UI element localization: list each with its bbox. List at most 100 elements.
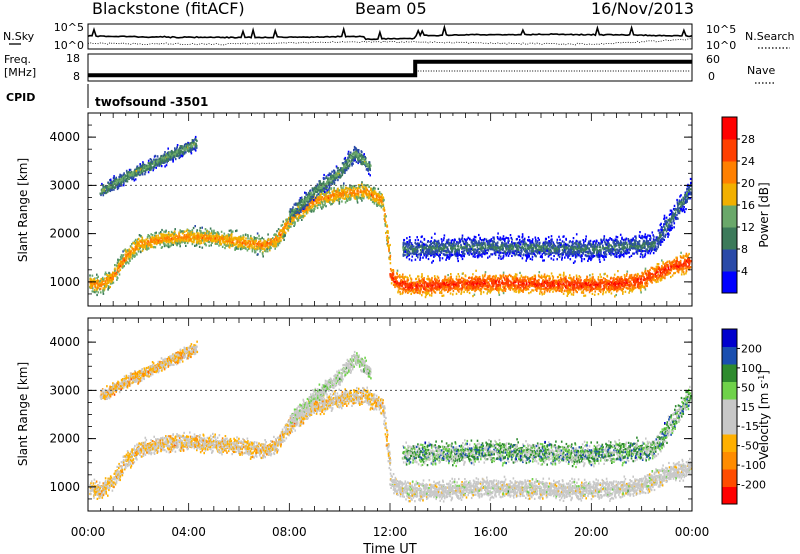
scatter-cell — [216, 236, 219, 239]
scatter-cell — [193, 241, 195, 244]
scatter-cell — [154, 246, 157, 249]
scatter-cell — [198, 242, 200, 245]
scatter-cell — [546, 279, 549, 282]
scatter-cell — [231, 244, 234, 247]
scatter-cell — [270, 243, 272, 246]
scatter-cell — [144, 241, 147, 244]
scatter-cell — [538, 271, 541, 274]
scatter-cell — [344, 190, 346, 193]
scatter-cell — [406, 280, 409, 283]
scatter-cell — [404, 280, 407, 283]
scatter-cell — [357, 194, 360, 197]
scatter-cell — [489, 285, 492, 288]
scatter-cell — [585, 289, 588, 292]
scatter-cell — [471, 278, 474, 281]
scatter-cell — [313, 207, 316, 210]
scatter-cell — [634, 280, 637, 283]
scatter-cell — [333, 186, 335, 190]
scatter-cell — [155, 231, 157, 234]
scatter-cell — [560, 283, 563, 286]
scatter-cell — [316, 206, 319, 210]
scatter-cell — [565, 284, 568, 287]
scatter-cell — [258, 241, 260, 244]
scatter-cell — [286, 221, 289, 224]
scatter-cell — [411, 285, 414, 288]
noise-right-tick-bottom: 10^0 — [706, 39, 736, 52]
scatter-cell — [356, 199, 358, 202]
scatter-cell — [277, 228, 280, 231]
scatter-cell — [539, 290, 542, 293]
scatter-cell — [167, 231, 170, 235]
cpid-panel: CPID twofsound -3501 — [6, 84, 208, 109]
scatter-cell — [452, 293, 454, 296]
scatter-cell — [217, 240, 220, 244]
scatter-cell — [493, 288, 495, 291]
scatter-cell — [472, 273, 474, 276]
scatter-cell — [597, 276, 600, 279]
scatter-cell — [107, 285, 110, 288]
scatter-cell — [547, 284, 549, 287]
scatter-cell — [463, 290, 465, 294]
scatter-cell — [659, 274, 661, 277]
scatter-cell — [191, 230, 194, 233]
date-label: 16/Nov/2013 — [591, 0, 694, 18]
scatter-cell — [163, 245, 166, 248]
scatter-cell — [531, 276, 534, 279]
scatter-cell — [442, 279, 444, 282]
scatter-cell — [200, 240, 202, 243]
scatter-cell — [252, 240, 255, 243]
scatter-cell — [234, 248, 236, 251]
scatter-cell — [110, 276, 113, 279]
scatter-cell — [480, 288, 483, 291]
scatter-cell — [199, 236, 202, 239]
scatter-cell — [233, 238, 235, 241]
scatter-cell — [447, 274, 449, 277]
scatter-cell — [330, 203, 332, 206]
scatter-cell — [241, 236, 243, 239]
scatter-cell — [683, 267, 685, 270]
scatter-cell — [404, 275, 407, 278]
scatter-cell — [131, 252, 134, 255]
scatter-cell — [230, 229, 232, 232]
scatter-cell — [129, 245, 132, 248]
power-scatter-data — [89, 135, 692, 299]
scatter-cell — [134, 246, 137, 249]
scatter-cell — [114, 264, 116, 267]
scatter-cell — [515, 290, 517, 293]
scatter-cell — [261, 244, 263, 247]
frequency-panel-frame — [87, 53, 693, 82]
scatter-cell — [142, 247, 144, 251]
scatter-cell — [236, 241, 239, 244]
scatter-cell — [150, 246, 152, 249]
scatter-cell — [101, 276, 104, 279]
scatter-cell — [226, 242, 229, 245]
scatter-cell — [97, 285, 99, 288]
scatter-cell — [262, 238, 265, 241]
scatter-cell — [593, 287, 595, 290]
noise-left-tick-bottom: 10^0 — [54, 39, 84, 52]
scatter-cell — [499, 283, 501, 286]
scatter-cell — [221, 235, 224, 238]
scatter-cell — [406, 276, 408, 279]
scatter-cell — [202, 231, 204, 235]
scatter-cell — [164, 243, 166, 246]
scatter-cell — [486, 288, 489, 291]
scatter-cell — [426, 282, 429, 285]
scatter-cell — [185, 235, 187, 238]
scatter-cell — [231, 241, 233, 244]
scatter-cell — [162, 237, 164, 240]
scatter-cell — [201, 239, 204, 242]
scatter-cell — [622, 292, 624, 295]
scatter-cell — [518, 290, 520, 293]
scatter-cell — [447, 288, 450, 291]
scatter-cell — [601, 280, 603, 283]
scatter-cell — [585, 279, 587, 282]
scatter-cell — [119, 258, 122, 261]
scatter-cell — [536, 289, 538, 292]
scatter-cell — [383, 214, 386, 217]
scatter-cell — [143, 241, 146, 244]
scatter-cell — [246, 249, 249, 252]
scatter-cell — [419, 290, 422, 293]
scatter-cell — [294, 223, 296, 226]
scatter-cell — [263, 241, 265, 244]
